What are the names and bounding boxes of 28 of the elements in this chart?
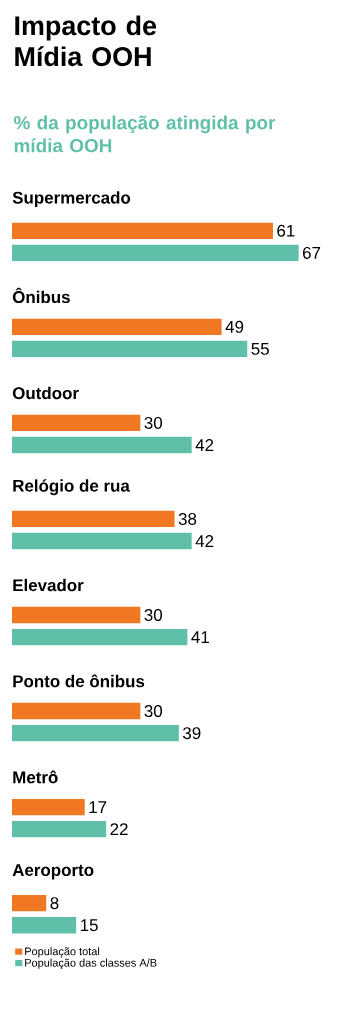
data-label: 49 (225, 320, 244, 333)
y-tick-label: Relógio de rua (13, 479, 130, 496)
chart-title: Impacto de Mídia OOH (15, 15, 157, 67)
data-label: 39 (183, 727, 201, 740)
legend-label: População total (25, 947, 100, 958)
data-label: 30 (144, 705, 163, 718)
y-tick-label: Outdoor (12, 386, 79, 400)
data-label: 61 (277, 224, 295, 237)
data-label: 22 (110, 823, 128, 836)
data-label: 15 (80, 919, 98, 932)
data-label: 41 (191, 631, 209, 643)
data-label: 42 (195, 535, 214, 547)
y-tick-label: Supermercado (12, 191, 131, 208)
y-tick-label: Ônibus (12, 287, 70, 304)
data-label: 17 (89, 801, 107, 813)
y-tick-label: Metrô (13, 770, 58, 784)
legend-label: População das classes A/B (25, 958, 157, 969)
chart-subtitle: % da população atingida por mídia OOH (13, 115, 276, 153)
data-label: 30 (144, 608, 163, 621)
data-label: 67 (302, 246, 321, 259)
data-label: 38 (178, 512, 197, 525)
data-label: 8 (50, 897, 59, 910)
y-tick-label: Aeroporto (12, 864, 94, 880)
y-tick-label: Elevador (13, 578, 84, 592)
data-label: 30 (144, 416, 163, 429)
data-label: 42 (195, 439, 214, 451)
data-label: 55 (251, 343, 269, 355)
y-tick-label: Ponto de ônibus (13, 674, 145, 688)
